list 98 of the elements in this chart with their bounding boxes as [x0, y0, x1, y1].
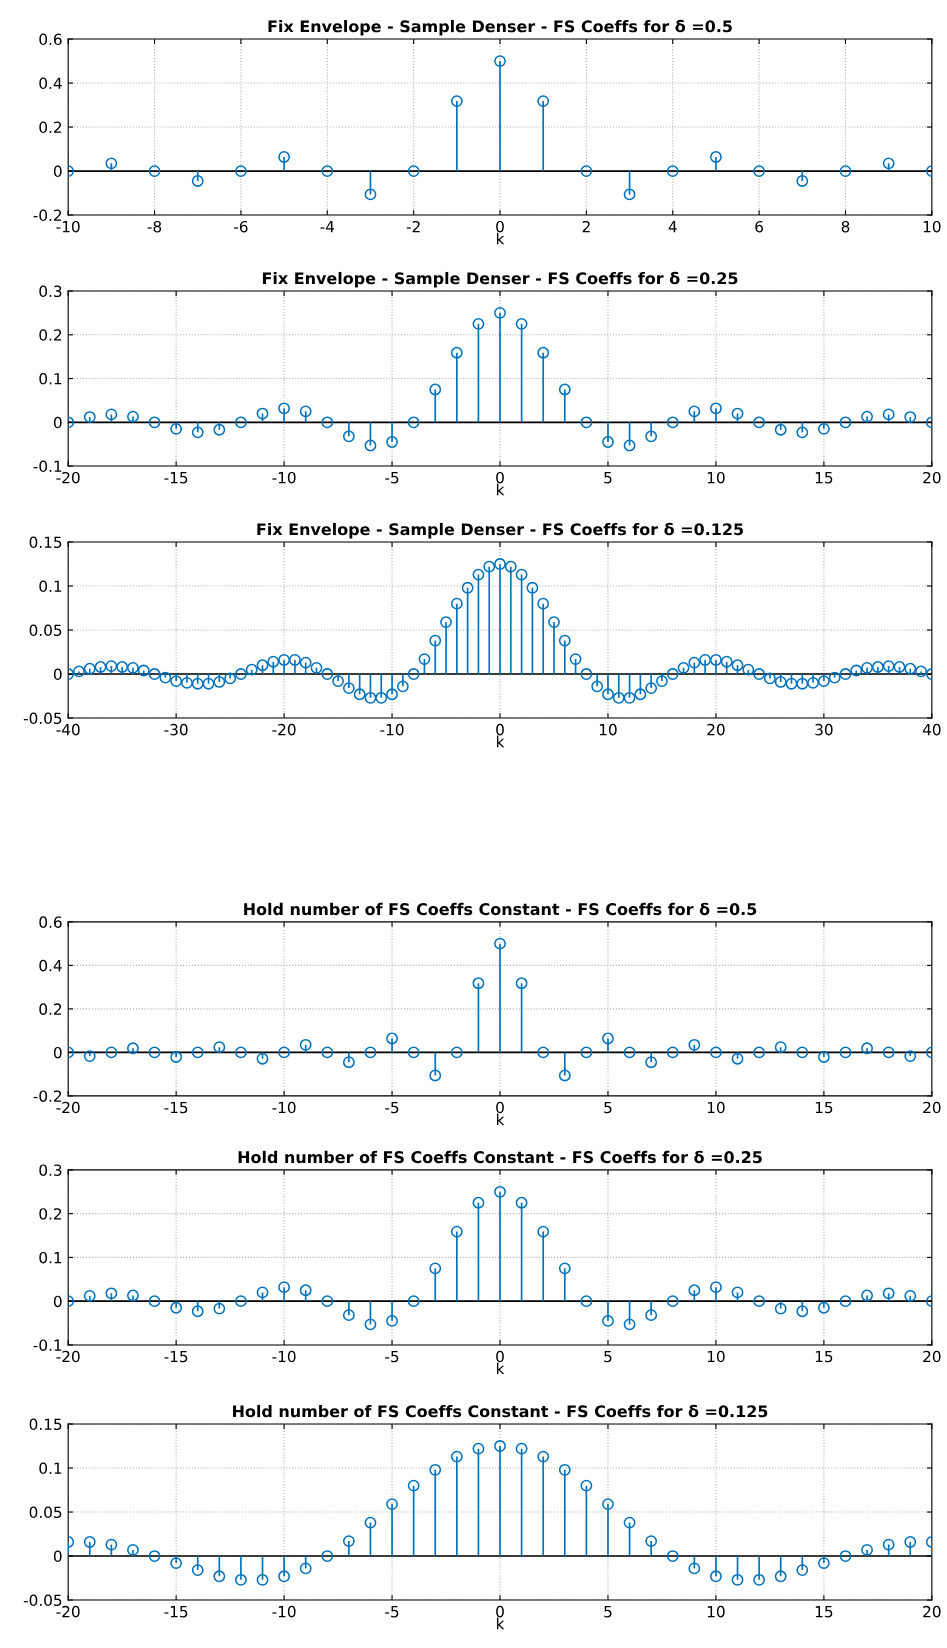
x-tick-label: -15 — [164, 1101, 188, 1114]
chart-title: Fix Envelope - Sample Denser - FS Coeffs for δ =0.5 — [268, 19, 732, 36]
x-tick-label: 0 — [496, 220, 504, 233]
x-tick-label: 0 — [496, 1350, 504, 1363]
x-tick-label: 10 — [707, 471, 725, 484]
x-tick-label: -10 — [272, 1101, 296, 1114]
x-tick-label: 0 — [496, 1101, 504, 1114]
x-tick-label: 30 — [815, 723, 833, 736]
x-tick-label: -5 — [385, 1350, 399, 1363]
y-tick-label: 0 — [53, 416, 62, 429]
x-tick-label: -20 — [56, 1101, 80, 1114]
x-tick-label: 20 — [707, 723, 725, 736]
y-tick-label: -0.2 — [33, 1090, 62, 1102]
y-tick-label: 0.2 — [39, 1003, 62, 1015]
x-axis-title: k — [496, 735, 505, 748]
x-tick-label: -15 — [164, 1606, 188, 1618]
chart-title: Fix Envelope - Sample Denser - FS Coeffs for δ =0.25 — [262, 271, 738, 288]
x-tick-label: 2 — [582, 220, 590, 233]
x-tick-label: -20 — [56, 471, 80, 484]
y-tick-label: 0.1 — [39, 373, 62, 385]
x-tick-label: 8 — [841, 220, 850, 233]
x-tick-label: 20 — [923, 1101, 941, 1114]
x-tick-label: -5 — [385, 1606, 399, 1618]
x-tick-label: 15 — [815, 1101, 833, 1114]
y-tick-label: 0.1 — [39, 580, 62, 593]
x-tick-label: 10 — [599, 723, 617, 736]
y-tick-label: 0 — [53, 668, 62, 681]
x-tick-label: 10 — [923, 220, 941, 233]
x-tick-label: -20 — [272, 723, 296, 736]
chart-title: Hold number of FS Coeffs Constant - FS Coeffs for δ =0.5 — [244, 902, 757, 916]
x-tick-label: 10 — [707, 1605, 725, 1618]
x-tick-label: 40 — [922, 723, 941, 736]
x-tick-label: 10 — [707, 1101, 725, 1114]
chart-title: Hold number of FS Coeffs Constant - FS Coeffs for δ =0.25 — [238, 1150, 762, 1164]
y-tick-label: 0.2 — [39, 121, 62, 134]
x-tick-label: 20 — [923, 1605, 941, 1618]
x-tick-label: -20 — [56, 1350, 80, 1363]
x-tick-label: -10 — [272, 471, 296, 484]
y-tick-label: 0.05 — [29, 624, 62, 637]
y-tick-label: 0.15 — [29, 1418, 62, 1431]
x-tick-label: -5 — [385, 1101, 399, 1114]
y-tick-label: 0.1 — [39, 1462, 62, 1475]
x-tick-label: -5 — [385, 472, 399, 484]
x-tick-label: -10 — [380, 723, 404, 736]
x-tick-label: 0 — [496, 471, 504, 484]
x-tick-label: 5 — [604, 1350, 612, 1363]
y-tick-label: 0.1 — [39, 1251, 62, 1264]
x-tick-label: -10 — [56, 220, 80, 233]
y-tick-label: 0.6 — [39, 916, 62, 928]
y-tick-label: -0.1 — [33, 460, 62, 473]
x-tick-label: 10 — [707, 1350, 725, 1363]
y-tick-label: -0.05 — [23, 1594, 62, 1607]
x-tick-label: 20 — [923, 471, 941, 484]
y-tick-label: 0 — [53, 165, 62, 178]
x-tick-label: -6 — [234, 220, 248, 233]
y-tick-label: 0.6 — [39, 33, 62, 46]
x-tick-label: 15 — [815, 472, 833, 484]
x-axis-title: k — [496, 232, 505, 245]
y-tick-label: 0 — [53, 1046, 62, 1059]
x-tick-label: -20 — [56, 1605, 80, 1618]
x-axis-title: k — [496, 1113, 505, 1126]
x-tick-label: -10 — [272, 1605, 296, 1618]
x-tick-label: -10 — [272, 1350, 296, 1363]
y-tick-label: -0.1 — [33, 1339, 62, 1351]
y-tick-label: 0.4 — [39, 77, 62, 90]
x-tick-label: 15 — [815, 1606, 833, 1618]
x-tick-label: 0 — [496, 1605, 504, 1618]
x-axis-title: k — [496, 1362, 505, 1375]
x-tick-label: -15 — [164, 472, 188, 484]
x-tick-label: 4 — [668, 221, 677, 233]
x-axis-title: k — [496, 1617, 505, 1630]
y-tick-label: -0.05 — [23, 712, 62, 725]
x-tick-label: 6 — [755, 220, 764, 233]
y-tick-label: 0.3 — [39, 1164, 62, 1176]
y-tick-label: 0.2 — [39, 1208, 62, 1220]
chart-title: Hold number of FS Coeffs Constant - FS Coeffs for δ =0.125 — [233, 1404, 768, 1418]
y-tick-label: 0.15 — [29, 536, 62, 549]
y-tick-label: -0.2 — [33, 209, 62, 222]
x-tick-label: -30 — [164, 723, 188, 736]
x-tick-label: 0 — [496, 723, 504, 736]
x-tick-label: -15 — [164, 1350, 188, 1363]
y-tick-label: 0.3 — [39, 285, 62, 298]
x-tick-label: 5 — [604, 1606, 612, 1618]
y-tick-label: 0 — [53, 1550, 62, 1563]
x-tick-label: 20 — [923, 1350, 941, 1363]
x-tick-label: -8 — [147, 220, 162, 233]
x-axis-title: k — [496, 483, 505, 496]
y-tick-label: 0.4 — [39, 959, 62, 972]
chart-title: Fix Envelope - Sample Denser - FS Coeffs for δ =0.125 — [257, 522, 743, 539]
x-tick-label: -2 — [406, 220, 420, 233]
y-tick-label: 0.2 — [39, 329, 62, 341]
x-tick-label: -40 — [56, 723, 80, 736]
x-tick-label: 5 — [604, 472, 612, 484]
y-tick-label: 0 — [53, 1295, 62, 1308]
x-tick-label: 15 — [815, 1350, 833, 1363]
y-tick-label: 0.05 — [29, 1506, 62, 1519]
x-tick-label: -4 — [320, 221, 335, 233]
x-tick-label: 5 — [604, 1101, 612, 1114]
